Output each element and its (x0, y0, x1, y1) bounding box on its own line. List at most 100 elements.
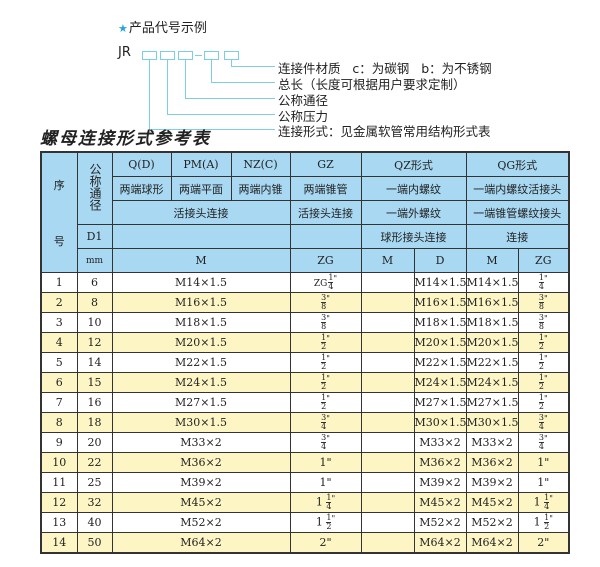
table-row: 6 15 M24×1.5 1 2 " M24×1.5 M24×1.5 1 2 " (40, 372, 570, 393)
qz-d-cell: M14×1.5 (413, 272, 467, 293)
qg-zg-cell: 1" (517, 472, 570, 493)
empty-cell (111, 224, 291, 249)
seq-cell: 8 (40, 412, 78, 433)
qz-m-cell (360, 412, 415, 433)
qg-m-cell: M64×2 (465, 532, 519, 554)
code-box-diameter (178, 51, 193, 60)
leader-line (231, 66, 275, 67)
zg-cell: 3 8 " (289, 312, 362, 333)
qg-m-cell: M24×1.5 (465, 372, 519, 393)
qg-zg-cell: 1" (517, 452, 570, 473)
zg-cell: 1" (289, 452, 362, 473)
leader-line (185, 98, 275, 99)
qg-zg-cell: 1 1 4 " (517, 492, 570, 513)
qg-desc: 一端内螺纹活接头 (465, 176, 570, 201)
qg-zg-cell: 3 4 " (517, 412, 570, 433)
leader-line (167, 60, 168, 114)
dn-cell: 18 (76, 412, 113, 433)
qz-d-cell: M20×1.5 (413, 332, 467, 353)
qg-zg-cell: 1 4 " (517, 272, 570, 293)
qg-m-cell: M22×1.5 (465, 352, 519, 373)
code-box-pressure (160, 51, 175, 60)
header-m: M (111, 248, 291, 273)
dn-cell: 16 (76, 392, 113, 413)
qg-m-cell: M27×1.5 (465, 392, 519, 413)
table-row: 2 8 M16×1.5 3 8 " M16×1.5 M16×1.5 3 8 " (40, 292, 570, 313)
dn-cell: 6 (76, 272, 113, 293)
qg-zg-cell: 1 2 " (517, 392, 570, 413)
numerator: 3 (321, 293, 327, 303)
header-qz: QZ形式 (360, 151, 467, 177)
header-d1: D1 (76, 224, 113, 249)
numerator: 3 (538, 413, 544, 423)
seq-cell: 7 (40, 392, 78, 413)
label-pressure: 公称压力 (278, 109, 329, 124)
numerator: 3 (538, 313, 544, 323)
m-cell: M33×2 (111, 432, 291, 453)
dn-cell: 22 (76, 452, 113, 473)
numerator: 1 (326, 493, 332, 503)
qz-d-cell: M18×1.5 (413, 312, 467, 333)
numerator: 3 (321, 433, 327, 443)
numerator: 3 (321, 313, 327, 323)
example-title: 产品代号示例 (128, 21, 207, 36)
denominator: 2 (538, 382, 544, 391)
code-box-material (224, 51, 239, 60)
denominator: 2 (544, 522, 550, 531)
dn-cell: 20 (76, 432, 113, 453)
qg-m-cell: M18×1.5 (465, 312, 519, 333)
qg-zg-cell: 3 4 " (517, 432, 570, 453)
denominator: 4 (321, 422, 327, 431)
table-row: 4 12 M20×1.5 1 2 " M20×1.5 M20×1.5 1 2 " (40, 332, 570, 353)
header-pm: PM(A) (170, 151, 232, 177)
denominator: 4 (538, 282, 544, 291)
zg-value: 1" (319, 456, 332, 469)
qz-m-cell (360, 372, 415, 393)
qg-m-cell: M33×2 (465, 432, 519, 453)
union-desc: 活接头连接 (111, 200, 291, 225)
m-cell: M52×2 (111, 512, 291, 533)
qg-zg-cell: 2" (517, 532, 570, 554)
m-cell: M39×2 (111, 472, 291, 493)
qz-m-cell (360, 452, 415, 473)
leader-line (211, 82, 275, 83)
header-qz-d: D (413, 248, 467, 273)
dn-cell: 8 (76, 292, 113, 313)
seq-cell: 9 (40, 432, 78, 453)
denominator: 8 (538, 302, 544, 311)
numerator: 1 (321, 373, 327, 383)
zg-cell: 1 2 " (289, 372, 362, 393)
zg-cell: 3 8 " (289, 292, 362, 313)
qg-m-cell: M14×1.5 (465, 272, 519, 293)
nut-connection-table: 序号 公称通径 Q(D) PM(A) NZ(C) GZ QZ形式 QG形式 两端… (40, 151, 571, 554)
seq-cell: 4 (40, 332, 78, 353)
seq-cell: 10 (40, 452, 78, 473)
header-seq: 序号 (40, 151, 78, 273)
leader-line (185, 60, 186, 98)
m-cell: M14×1.5 (111, 272, 291, 293)
qz-m-cell (360, 392, 415, 413)
qg-zg-cell: 1 2 " (517, 352, 570, 373)
dn-cell: 50 (76, 532, 113, 554)
denominator: 2 (538, 362, 544, 371)
denominator: 4 (321, 442, 327, 451)
zg-value: 1" (537, 456, 550, 469)
qg-zg-cell: 3 8 " (517, 292, 570, 313)
qg-zg-cell: 1 1 2 " (517, 512, 570, 533)
numerator: 3 (321, 413, 327, 423)
zg-cell: 1" (289, 472, 362, 493)
qz-d-cell: M27×1.5 (413, 392, 467, 413)
seq-cell: 14 (40, 532, 78, 554)
zg-cell: 2" (289, 532, 362, 554)
qz-d-cell: M22×1.5 (413, 352, 467, 373)
zg-whole: 1 (533, 495, 541, 509)
qz-m-cell (360, 472, 415, 493)
